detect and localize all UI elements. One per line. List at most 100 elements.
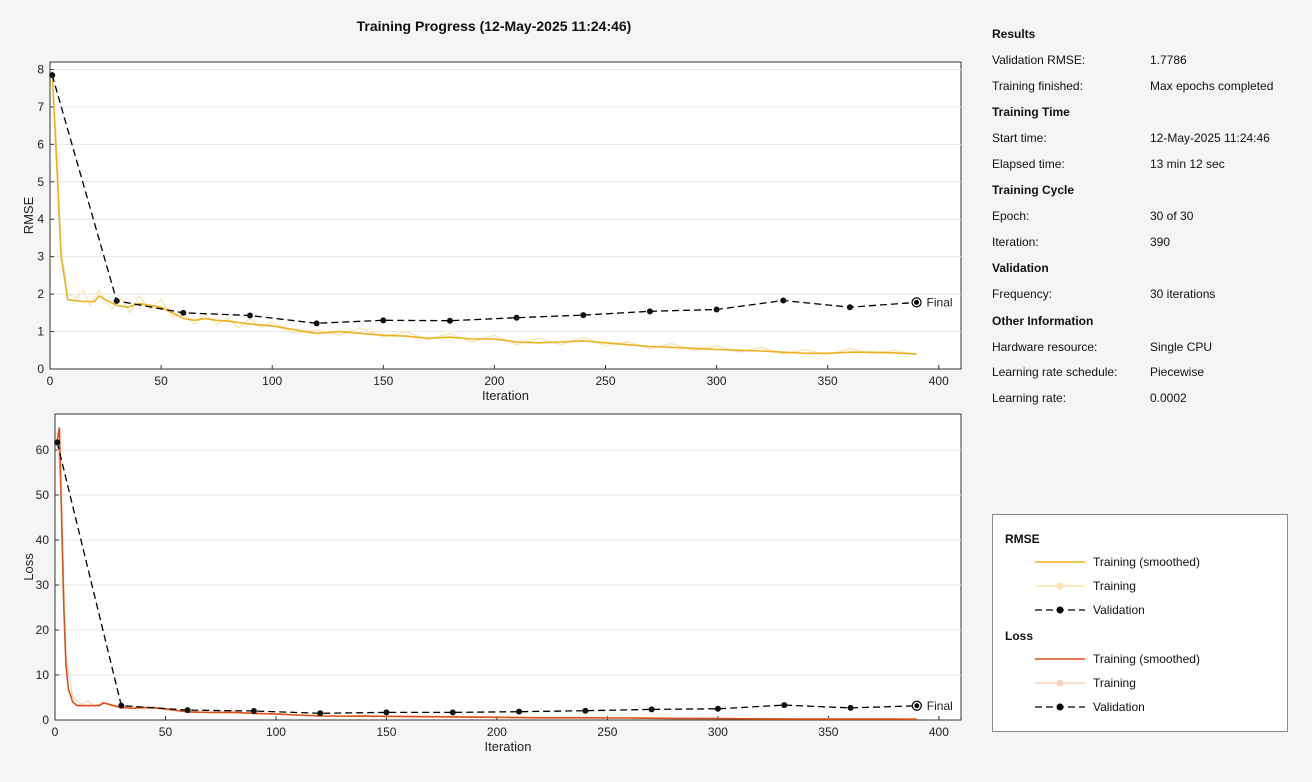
validation-point: [317, 710, 324, 717]
legend-panel: RMSE Training (smoothed) Training Validatio…: [992, 514, 1288, 732]
info-label: Epoch:: [992, 209, 1030, 223]
legend-item: Validation: [1033, 601, 1283, 619]
y-tick-label: 3: [37, 250, 44, 264]
validation-point: [847, 704, 854, 711]
validation-point-final: [914, 299, 920, 305]
validation-point: [846, 304, 853, 311]
x-tick-label: 300: [707, 374, 727, 388]
x-tick-label: 200: [487, 725, 507, 739]
y-tick-label: 50: [36, 488, 50, 502]
x-tick-label: 0: [52, 725, 59, 739]
y-tick-label: 10: [36, 668, 50, 682]
figure-title: Training Progress (12-May-2025 11:24:46): [356, 18, 632, 34]
x-tick-label: 250: [597, 725, 617, 739]
y-tick-label: 30: [36, 578, 50, 592]
info-value: Single CPU: [1150, 339, 1213, 354]
validation-point: [648, 706, 655, 713]
x-axis-label: Iteration: [482, 388, 529, 403]
validation-point: [781, 702, 788, 709]
legend-item: Training: [1033, 577, 1283, 595]
info-label: Validation RMSE:: [992, 53, 1086, 67]
validation-point: [250, 708, 257, 715]
info-value: 13 min 12 sec: [1150, 156, 1225, 171]
info-label: Learning rate schedule:: [992, 365, 1118, 379]
validation-point: [582, 707, 589, 714]
training-smoothed-line: [56, 427, 917, 721]
info-value: 0.0002: [1150, 390, 1187, 405]
info-label: Elapsed time:: [992, 156, 1065, 171]
x-tick-label: 350: [818, 725, 838, 739]
validation-point: [313, 320, 320, 327]
x-tick-label: 300: [708, 725, 728, 739]
validation-line: [51, 74, 917, 324]
y-tick-label: 4: [37, 212, 44, 226]
legend-label: Training (smoothed): [1093, 652, 1200, 666]
y-tick-label: 40: [36, 533, 50, 547]
legend-label: Training: [1093, 676, 1136, 690]
x-tick-label: 0: [47, 374, 54, 388]
x-tick-label: 400: [929, 374, 949, 388]
info-label: Hardware resource:: [992, 339, 1098, 354]
legend-swatch: [1035, 658, 1085, 660]
legend-label: Validation: [1093, 700, 1145, 714]
legend-item: Validation: [1033, 698, 1283, 716]
legend-label: Validation: [1093, 603, 1145, 617]
legend-item: Training (smoothed): [1033, 650, 1283, 668]
info-value: 390: [1150, 234, 1171, 249]
y-axis-label: RMSE: [21, 196, 36, 234]
y-tick-label: 1: [37, 325, 44, 339]
x-axis-label: Iteration: [485, 739, 532, 754]
validation-point: [246, 312, 253, 319]
legend-swatch: [1035, 561, 1085, 563]
validation-point: [714, 705, 721, 712]
plot-area: [49, 61, 962, 370]
legend-swatch: [1035, 679, 1085, 687]
y-tick-label: 0: [42, 713, 49, 727]
x-tick-label: 150: [376, 725, 396, 739]
validation-point: [780, 297, 787, 304]
x-tick-label: 100: [262, 374, 282, 388]
validation-point: [580, 312, 587, 319]
chart-rmse: 0 1 2 3 4 5 6 7 8 0 50 100 150 200 250 300 350 400 Iterati…: [21, 61, 962, 403]
legend-swatch: [1035, 703, 1085, 711]
x-tick-label: 50: [159, 725, 173, 739]
y-tick-label: 60: [36, 443, 50, 457]
info-value: 30 of 30: [1150, 209, 1194, 223]
info-label: Training finished:: [992, 78, 1083, 93]
section-title: Other Information: [992, 313, 1094, 328]
section-title: Results: [992, 27, 1036, 41]
legend-label: Training (smoothed): [1093, 555, 1200, 569]
validation-point: [180, 309, 187, 316]
y-tick-label: 0: [37, 362, 44, 376]
info-value: 12-May-2025 11:24:46: [1150, 131, 1270, 145]
section-title: Validation: [992, 261, 1049, 275]
validation-point-final: [914, 703, 920, 709]
y-tick-label: 8: [37, 62, 44, 76]
validation-point: [516, 708, 523, 715]
legend-swatch: [1035, 606, 1085, 614]
legend-swatch: [1035, 582, 1085, 590]
final-label: Final: [927, 699, 953, 713]
y-axis-label: Loss: [21, 553, 36, 581]
legend-label: Training: [1093, 579, 1136, 593]
validation-point: [446, 317, 453, 324]
validation-point: [118, 702, 125, 709]
info-label: Iteration:: [992, 234, 1039, 249]
info-value: 30 iterations: [1150, 287, 1216, 301]
x-tick-label: 200: [484, 374, 504, 388]
x-tick-label: 50: [154, 374, 168, 388]
validation-point: [113, 297, 120, 304]
x-tick-label: 100: [266, 725, 286, 739]
info-value: 1.7786: [1150, 53, 1187, 67]
info-value: Piecewise: [1150, 365, 1205, 379]
validation-point: [646, 308, 653, 315]
validation-point: [713, 306, 720, 313]
y-tick-label: 5: [37, 175, 44, 189]
final-label: Final: [927, 295, 953, 309]
validation-point: [380, 317, 387, 324]
validation-point: [449, 709, 456, 716]
info-label: Frequency:: [992, 287, 1053, 301]
x-tick-label: 150: [373, 374, 393, 388]
validation-point: [49, 72, 56, 79]
